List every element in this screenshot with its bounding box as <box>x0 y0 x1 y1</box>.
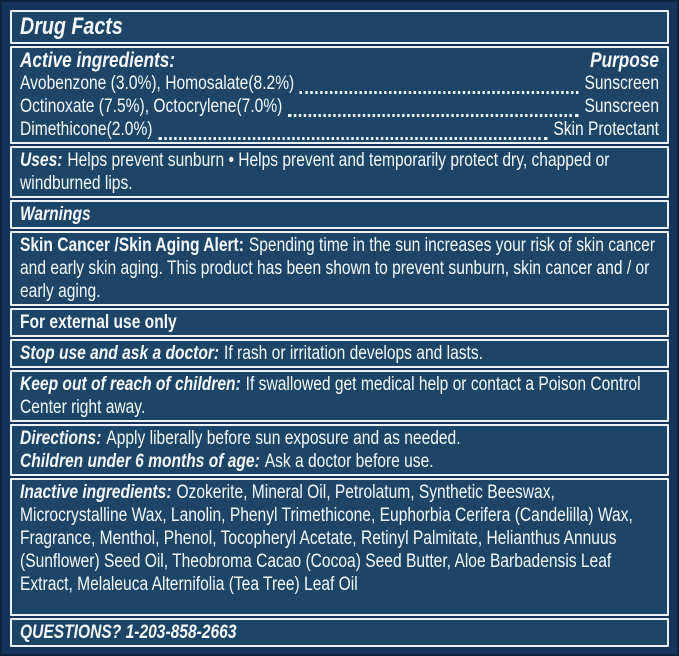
ingredient-name: Octinoxate (7.5%), Octocrylene(7.0%) <box>20 96 283 117</box>
keep-out-label: Keep out of reach of children: <box>20 374 241 395</box>
ingredient-name: Avobenzone (3.0%), Homosalate(8.2%) <box>20 73 295 94</box>
section-title: Drug Facts <box>10 10 669 44</box>
section-keep-out-of-reach: Keep out of reach of children: If swallow… <box>10 370 669 422</box>
section-external-use: For external use only <box>10 308 669 337</box>
drug-facts-title: Drug Facts <box>20 13 123 40</box>
stop-use-text: If rash or irritation develops and lasts… <box>224 343 483 364</box>
dot-leader <box>288 95 579 118</box>
dot-leader <box>158 118 548 141</box>
dot-leader <box>299 72 579 95</box>
uses-label: Uses: <box>20 150 63 171</box>
inactive-ingredients-label: Inactive ingredients: <box>20 482 172 503</box>
uses-text: Helps prevent sunburn • Helps prevent an… <box>20 150 610 194</box>
inactive-ingredients-text: Ozokerite, Mineral Oil, Petrolatum, Synt… <box>20 482 633 595</box>
ingredient-row: Avobenzone (3.0%), Homosalate(8.2%) Suns… <box>20 72 659 95</box>
skin-alert-text: Spending time in the sun increases your … <box>20 235 656 302</box>
ingredient-name: Dimethicone(2.0%) <box>20 119 153 140</box>
children-under-6-label: Children under 6 months of age: <box>20 451 260 472</box>
directions-text: Apply liberally before sun exposure and … <box>106 428 461 449</box>
ingredient-purpose: Skin Protectant <box>553 119 659 140</box>
section-warnings-heading: Warnings <box>10 200 669 229</box>
ingredient-row: Dimethicone(2.0%) Skin Protectant <box>20 118 659 141</box>
ingredient-row: Octinoxate (7.5%), Octocrylene(7.0%) Sun… <box>20 95 659 118</box>
ingredient-purpose: Sunscreen <box>584 73 659 94</box>
skin-alert-label: Skin Cancer /Skin Aging Alert: <box>20 235 244 256</box>
section-skin-cancer-alert: Skin Cancer /Skin Aging Alert: Spending t… <box>10 231 669 306</box>
section-uses: Uses: Helps prevent sunburn • Helps preve… <box>10 146 669 198</box>
section-directions: Directions: Apply liberally before sun ex… <box>10 424 669 476</box>
active-ingredients-heading: Active ingredients: <box>20 49 176 72</box>
active-ingredients-header-row: Active ingredients: Purpose <box>20 49 659 72</box>
questions-phone: QUESTIONS? 1-203-858-2663 <box>20 622 237 643</box>
keep-out-text: If swallowed get medical help or contact… <box>20 374 641 418</box>
directions-label: Directions: <box>20 428 102 449</box>
stop-use-label: Stop use and ask a doctor: <box>20 343 220 364</box>
section-inactive-ingredients: Inactive ingredients: Ozokerite, Mineral … <box>10 478 669 616</box>
ingredient-purpose: Sunscreen <box>584 96 659 117</box>
warnings-heading: Warnings <box>20 204 91 225</box>
section-active-ingredients: Active ingredients: Purpose Avobenzone (… <box>10 46 669 144</box>
section-stop-use: Stop use and ask a doctor: If rash or irr… <box>10 339 669 368</box>
external-use-text: For external use only <box>20 312 177 333</box>
children-under-6-text: Ask a doctor before use. <box>264 451 434 472</box>
section-questions: QUESTIONS? 1-203-858-2663 <box>10 618 669 647</box>
purpose-heading: Purpose <box>590 49 659 72</box>
